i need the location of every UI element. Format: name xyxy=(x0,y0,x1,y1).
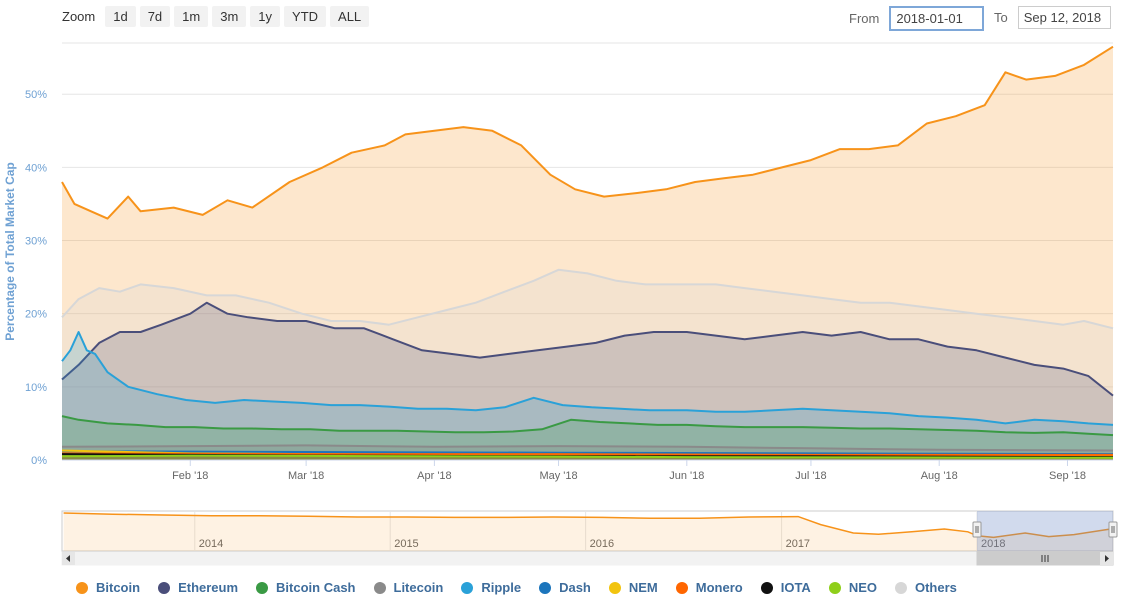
legend-item-bitcoin-cash[interactable]: Bitcoin Cash xyxy=(256,580,356,595)
legend-marker xyxy=(828,581,841,594)
navigator-line xyxy=(63,512,1114,539)
navigator-year-label: 2018 xyxy=(981,538,1005,550)
legend-label: Ripple xyxy=(481,580,522,595)
range-to: To xyxy=(994,6,1111,29)
x-tick-label: Mar '18 xyxy=(288,470,324,482)
line-bitcoin-cash xyxy=(61,415,1114,437)
x-tick-label: Jun '18 xyxy=(669,470,704,482)
to-date-input[interactable] xyxy=(1017,6,1111,29)
line-bitcoin xyxy=(61,45,1114,220)
x-tick-label: Apr '18 xyxy=(417,470,452,482)
zoom-7d-button[interactable]: 7d xyxy=(139,6,171,27)
zoom-label: Zoom xyxy=(62,9,96,24)
y-tick-label: 20% xyxy=(25,309,47,321)
navigator-year-label: 2015 xyxy=(394,538,418,550)
legend-item-litecoin[interactable]: Litecoin xyxy=(373,580,444,595)
navigator-right-handle[interactable] xyxy=(1108,521,1118,538)
zoom-3m-button[interactable]: 3m xyxy=(212,6,247,27)
legend-marker xyxy=(894,581,907,594)
legend-label: Bitcoin xyxy=(96,580,141,595)
market-cap-chart: 0% 10% 20% 30% 40% 50% Percentage of Total Mar… xyxy=(3,42,1118,566)
zoom-1m-button[interactable]: 1m xyxy=(174,6,209,27)
y-tick-label: 30% xyxy=(25,236,47,248)
line-monero xyxy=(61,452,1113,456)
navigator-year-label: 2016 xyxy=(590,538,614,550)
legend-marker xyxy=(760,581,773,594)
y-tick-label: 40% xyxy=(25,162,47,174)
y-tick-label: 10% xyxy=(25,382,47,394)
legend-item-ripple[interactable]: Ripple xyxy=(461,580,521,595)
navigator-year-label: 2017 xyxy=(786,538,810,550)
legend-item-bitcoin[interactable]: Bitcoin xyxy=(76,580,140,595)
legend-marker xyxy=(373,581,386,594)
range-from: From xyxy=(849,6,985,31)
navigator-year-label: 2014 xyxy=(199,538,223,550)
series-ethereum xyxy=(61,301,1114,460)
legend-marker xyxy=(539,581,552,594)
legend-label: Litecoin xyxy=(393,580,444,595)
legend-item-others[interactable]: Others xyxy=(894,580,957,595)
legend-marker xyxy=(76,581,88,594)
legend-marker xyxy=(675,581,688,594)
line-neo xyxy=(61,454,1114,459)
y-tick-label: 0% xyxy=(31,455,47,467)
zoom-1y-button[interactable]: 1y xyxy=(250,6,281,27)
legend-label: Ethereum xyxy=(178,580,239,595)
line-ripple xyxy=(61,331,1114,426)
line-litecoin xyxy=(61,444,1114,452)
zoom-1d-button[interactable]: 1d xyxy=(105,6,136,27)
legend: Bitcoin Ethereum Bitcoin Cash Litecoin Rippl… xyxy=(76,580,975,595)
legend-label: NEM xyxy=(628,580,658,595)
legend-label: NEO xyxy=(848,580,877,595)
x-tick-label: Aug '18 xyxy=(921,470,958,482)
series-bitcoin xyxy=(61,45,1114,460)
legend-marker xyxy=(461,581,474,594)
to-label: To xyxy=(994,10,1008,25)
area-ethereum xyxy=(62,302,1113,460)
legend-label: Monero xyxy=(695,580,743,595)
legend-marker xyxy=(608,581,621,594)
zoom-bar: Zoom 1d 7d 1m 3m 1y YTD ALL xyxy=(62,6,370,27)
legend-marker xyxy=(256,581,269,594)
legend-label: IOTA xyxy=(780,580,811,595)
scroll-left-arrow-icon xyxy=(66,555,70,562)
legend-marker xyxy=(158,581,171,594)
legend-item-nem[interactable]: NEM xyxy=(608,580,658,595)
legend-label: Dash xyxy=(559,580,591,595)
x-tick-label: Sep '18 xyxy=(1049,470,1086,482)
scrollbar-track[interactable] xyxy=(61,551,1114,566)
line-ethereum xyxy=(61,301,1114,397)
navigator-area xyxy=(63,513,1114,551)
navigator-selection[interactable] xyxy=(977,511,1113,551)
scroll-right-arrow-icon xyxy=(1105,555,1109,562)
legend-item-ethereum[interactable]: Ethereum xyxy=(158,580,238,595)
zoom-all-button[interactable]: ALL xyxy=(330,6,370,27)
series-others xyxy=(61,268,1114,460)
legend-label: Others xyxy=(914,580,957,595)
zoom-ytd-button[interactable]: YTD xyxy=(284,6,327,27)
y-tick-label: 50% xyxy=(25,89,47,101)
legend-item-monero[interactable]: Monero xyxy=(675,580,743,595)
navigator-left-handle[interactable] xyxy=(972,521,982,538)
series-neo xyxy=(61,454,1114,460)
x-tick-label: Feb '18 xyxy=(172,470,208,482)
legend-item-iota[interactable]: IOTA xyxy=(760,580,811,595)
x-tick-label: Jul '18 xyxy=(795,470,826,482)
legend-item-dash[interactable]: Dash xyxy=(539,580,591,595)
y-axis-title: Percentage of Total Market Cap xyxy=(3,162,17,341)
from-label: From xyxy=(849,11,880,26)
line-others xyxy=(61,268,1114,330)
line-dash xyxy=(61,450,1114,456)
x-tick-label: May '18 xyxy=(539,470,577,482)
from-date-input[interactable] xyxy=(889,6,985,31)
navigator: 2014 2015 2016 2017 2018 xyxy=(61,510,1118,566)
area-others xyxy=(62,269,1113,460)
legend-label: Bitcoin Cash xyxy=(276,580,356,595)
legend-item-neo[interactable]: NEO xyxy=(828,580,877,595)
